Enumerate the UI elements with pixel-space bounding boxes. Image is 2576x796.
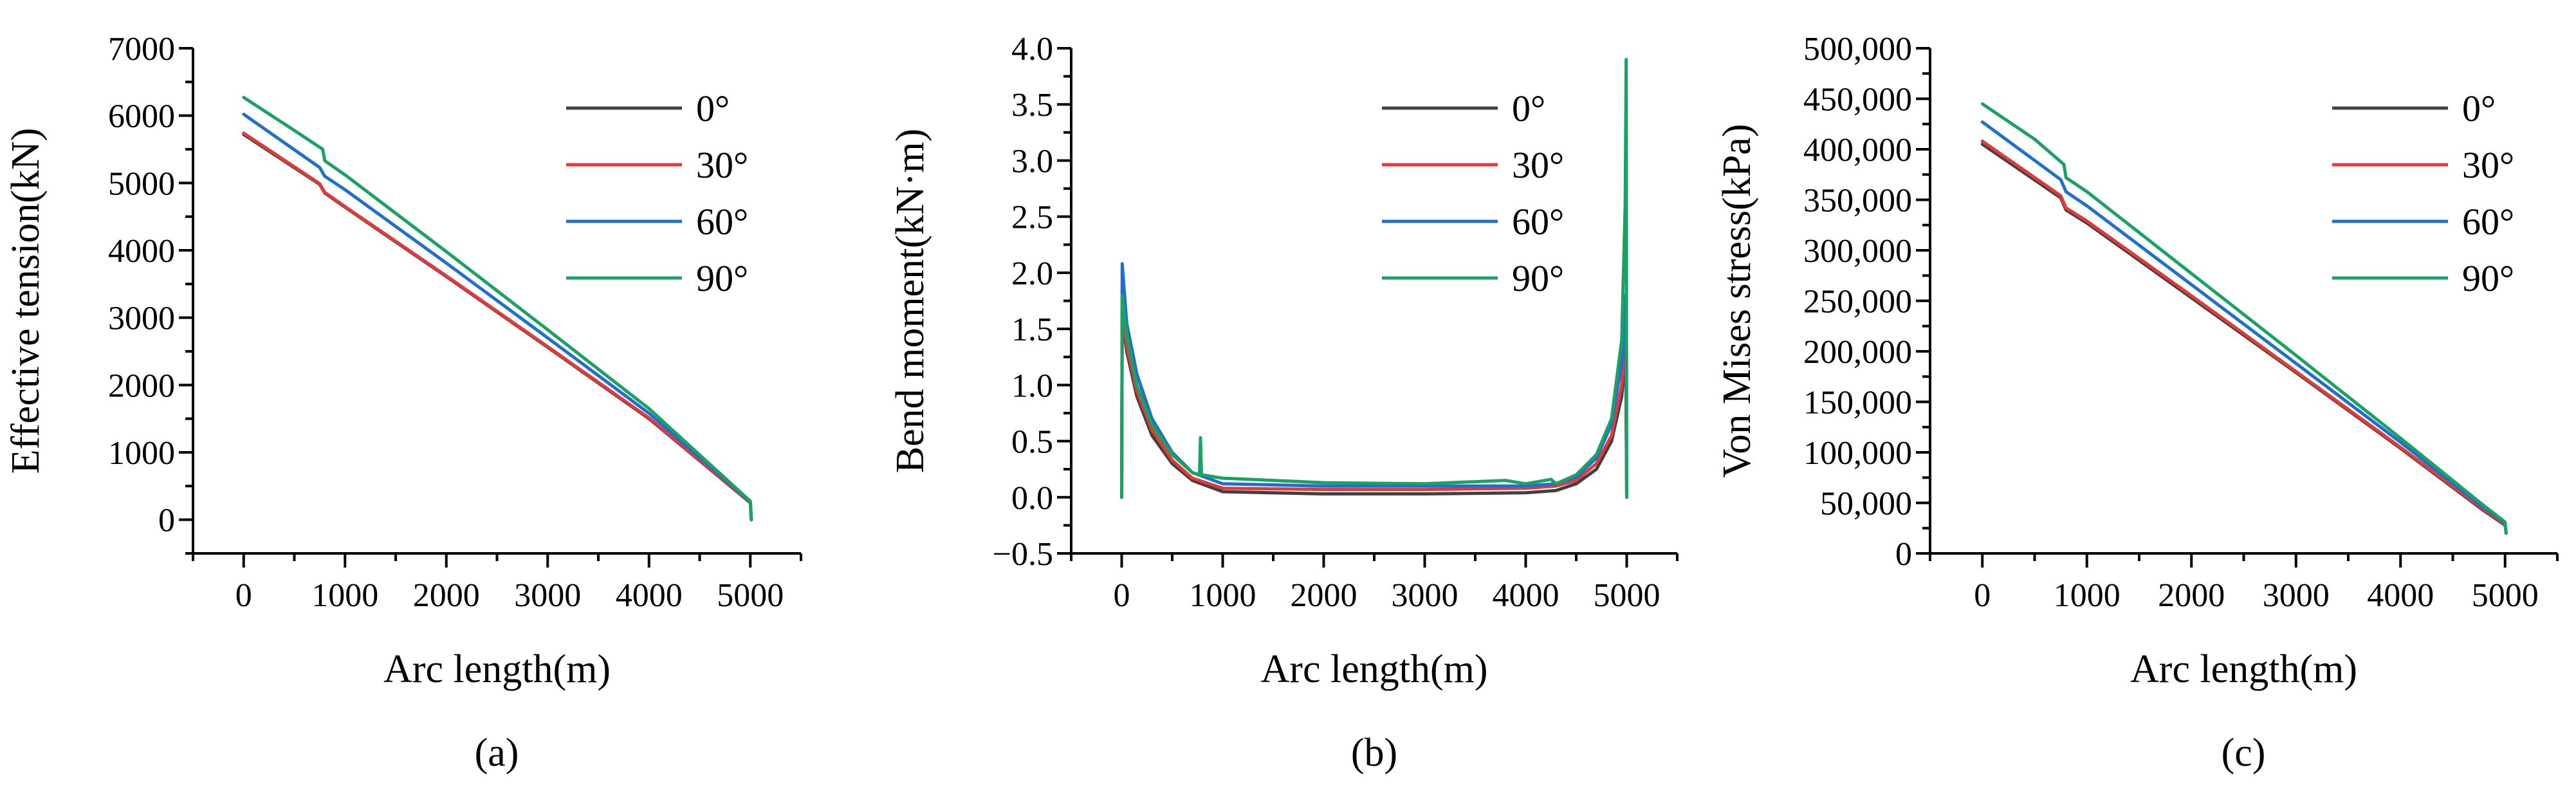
y-axis-title: Effective tension(kN) bbox=[4, 128, 48, 474]
x-tick-label: 1000 bbox=[2054, 577, 2121, 614]
x-tick-label: 1000 bbox=[1190, 577, 1256, 614]
y-tick-label: 3.5 bbox=[1011, 87, 1053, 124]
legend-label: 0° bbox=[1512, 88, 1545, 129]
series-line-2 bbox=[1120, 310, 1628, 499]
legend-label: 90° bbox=[2462, 257, 2514, 299]
y-tick-label: 50,000 bbox=[1820, 486, 1912, 523]
y-tick-label: 2000 bbox=[108, 367, 175, 404]
series-line-4 bbox=[242, 95, 753, 522]
x-tick-label: 5000 bbox=[717, 577, 784, 614]
legend-label: 30° bbox=[696, 144, 748, 186]
x-tick-label: 4000 bbox=[1493, 577, 1559, 614]
y-tick-label: 2.5 bbox=[1011, 199, 1053, 236]
series-line-4 bbox=[1980, 102, 2508, 535]
x-tick-label: 3000 bbox=[514, 577, 581, 614]
x-tick-label: 0 bbox=[1974, 577, 1991, 614]
y-tick-label: 1.5 bbox=[1011, 311, 1053, 348]
series-line-1 bbox=[1980, 142, 2508, 535]
legend-label: 30° bbox=[1512, 144, 1564, 186]
series-line-3 bbox=[1980, 120, 2508, 535]
legend-label: 60° bbox=[696, 201, 748, 243]
x-axis-title: Arc length(m) bbox=[2130, 647, 2357, 691]
panel-label: (a) bbox=[475, 731, 519, 775]
x-tick-label: 2000 bbox=[1291, 577, 1357, 614]
x-axis-title: Arc length(m) bbox=[383, 647, 611, 691]
y-tick-label: 6000 bbox=[108, 98, 175, 135]
x-tick-label: 0 bbox=[1114, 577, 1130, 614]
y-axis-title: Von Mises stress(kPa) bbox=[1715, 124, 1759, 478]
y-tick-label: 4.0 bbox=[1011, 31, 1053, 68]
y-tick-label: 5000 bbox=[108, 165, 175, 202]
x-tick-label: 2000 bbox=[413, 577, 480, 614]
y-tick-label: 350,000 bbox=[1803, 183, 1912, 219]
x-tick-label: 1000 bbox=[311, 577, 378, 614]
y-tick-label: 300,000 bbox=[1803, 233, 1912, 270]
x-tick-label: 4000 bbox=[616, 577, 683, 614]
legend-label: 90° bbox=[696, 257, 748, 299]
series-line-3 bbox=[242, 113, 753, 522]
x-axis-title: Arc length(m) bbox=[1261, 647, 1488, 691]
series-line-1 bbox=[1120, 316, 1628, 499]
y-tick-label: 7000 bbox=[108, 31, 175, 68]
x-tick-label: 5000 bbox=[2472, 577, 2539, 614]
y-tick-label: 200,000 bbox=[1803, 334, 1912, 371]
y-tick-label: −0.5 bbox=[993, 536, 1053, 573]
y-tick-label: 2.0 bbox=[1011, 255, 1053, 292]
x-tick-label: 3000 bbox=[2263, 577, 2330, 614]
chart-panel-2: 0 1000 2000 3000 4000 5000 −0.5 0.0 0.5 1.0 1.5 2.0… bbox=[888, 31, 1679, 775]
legend-label: 60° bbox=[2462, 201, 2514, 243]
y-tick-label: 1000 bbox=[108, 435, 175, 472]
series-line-2 bbox=[242, 131, 753, 522]
x-tick-label: 3000 bbox=[1392, 577, 1458, 614]
x-tick-label: 5000 bbox=[1594, 577, 1661, 614]
panel-label: (b) bbox=[1351, 731, 1397, 775]
y-tick-label: 250,000 bbox=[1803, 284, 1912, 320]
y-tick-label: 4000 bbox=[108, 233, 175, 270]
panel-label: (c) bbox=[2222, 731, 2266, 775]
y-tick-label: 0.0 bbox=[1011, 480, 1053, 517]
y-tick-label: 450,000 bbox=[1803, 82, 1912, 118]
legend-label: 90° bbox=[1512, 257, 1564, 299]
legend-label: 60° bbox=[1512, 201, 1564, 243]
legend-label: 30° bbox=[2462, 144, 2514, 186]
series-line-1 bbox=[242, 133, 753, 522]
y-tick-label: 400,000 bbox=[1803, 132, 1912, 169]
series-line-4 bbox=[1120, 57, 1628, 499]
legend-label: 0° bbox=[696, 88, 730, 129]
y-tick-label: 3000 bbox=[108, 301, 175, 337]
y-tick-label: 0 bbox=[158, 503, 175, 539]
x-tick-label: 4000 bbox=[2367, 577, 2434, 614]
y-tick-label: 100,000 bbox=[1803, 435, 1912, 472]
chart-panel-1: 0 1000 2000 3000 4000 5000 0 1000 2000 3000 4000 50… bbox=[4, 31, 802, 775]
y-tick-label: 0 bbox=[1895, 536, 1912, 573]
y-tick-label: 500,000 bbox=[1803, 31, 1912, 68]
y-tick-label: 0.5 bbox=[1011, 424, 1053, 461]
y-tick-label: 1.0 bbox=[1011, 367, 1053, 404]
y-tick-label: 150,000 bbox=[1803, 385, 1912, 421]
y-axis-title: Bend moment(kN·m) bbox=[888, 129, 932, 474]
legend-label: 0° bbox=[2462, 88, 2496, 129]
y-tick-label: 3.0 bbox=[1011, 143, 1053, 180]
x-tick-label: 0 bbox=[235, 577, 252, 614]
x-tick-label: 2000 bbox=[2158, 577, 2225, 614]
chart-panel-3: 0 1000 2000 3000 4000 5000 0 50,000 100,000 150,0… bbox=[1715, 31, 2559, 775]
